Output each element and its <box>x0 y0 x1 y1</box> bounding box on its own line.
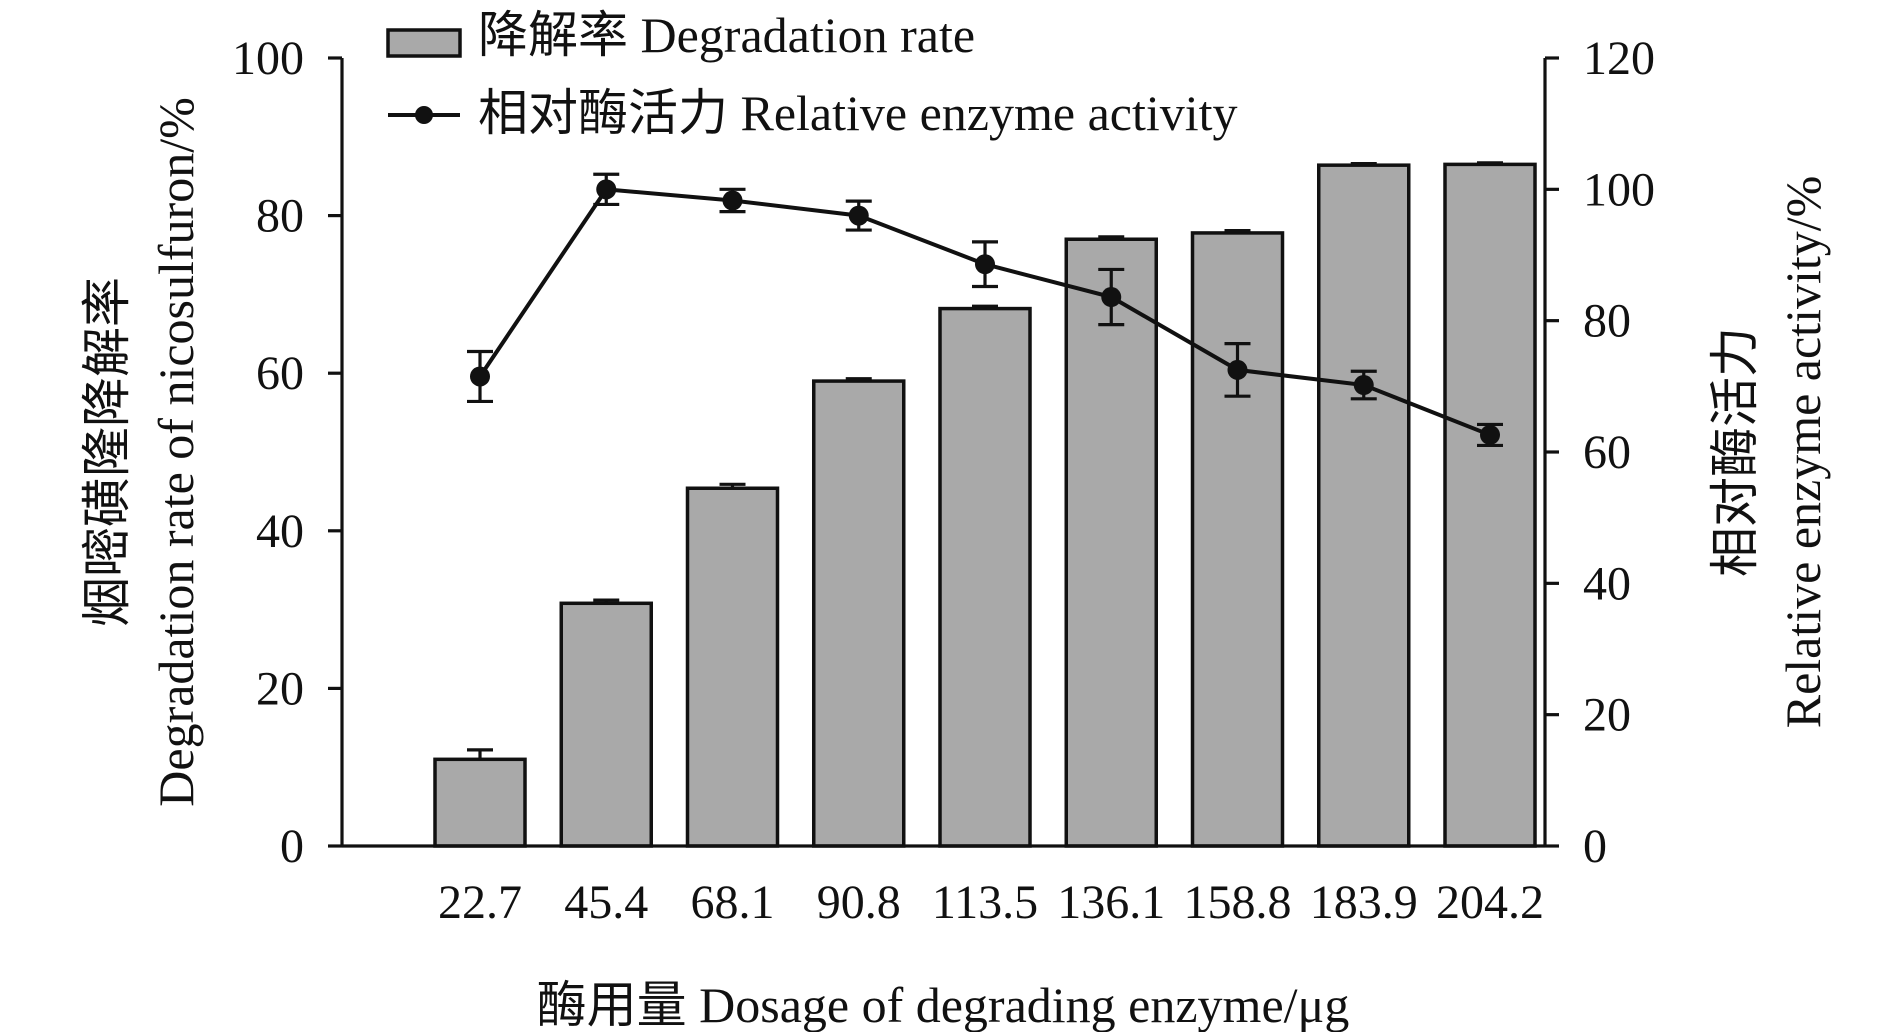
bar <box>559 601 653 848</box>
bar <box>1317 163 1411 848</box>
right-axis-tick-label: 0 <box>1583 820 1607 873</box>
bar <box>938 306 1032 848</box>
right-axis-tick-label: 20 <box>1583 689 1631 742</box>
data-point <box>596 179 617 200</box>
bar <box>685 486 780 848</box>
right-axis-tick-label: 120 <box>1583 32 1655 85</box>
left-axis: 0 20 40 60 80 100 <box>232 32 344 873</box>
bar <box>1064 237 1158 848</box>
data-point <box>848 205 869 226</box>
right-axis-tick-label: 100 <box>1583 163 1655 216</box>
data-point <box>470 366 490 387</box>
bar <box>1443 162 1537 848</box>
left-axis-title-cn: 烟嘧磺隆降解率 <box>79 277 135 627</box>
left-axis-tick-label: 0 <box>280 820 304 873</box>
bar <box>433 757 527 848</box>
bar <box>812 379 906 848</box>
right-axis-title-en: Relative enzyme activity/% <box>1775 176 1831 729</box>
legend-bar-label: 降解率 Degradation rate <box>478 7 975 63</box>
data-point <box>1480 424 1500 445</box>
data-point <box>1227 359 1248 380</box>
right-axis-tick-label: 80 <box>1583 295 1631 348</box>
bar <box>1190 231 1285 848</box>
x-axis-tick-label: 90.8 <box>817 876 901 929</box>
x-tick-labels: 22.7 45.4 68.1 90.8 113.5 136.1 158.8 183.9 204.… <box>438 876 1544 929</box>
left-axis-tick-label: 80 <box>256 190 304 243</box>
x-axis-tick-label: 204.2 <box>1436 876 1544 929</box>
x-axis-tick-label: 68.1 <box>691 876 775 929</box>
legend-bar-swatch <box>386 28 462 58</box>
data-point <box>975 254 995 275</box>
left-axis-tick-label: 40 <box>256 505 304 558</box>
x-axis-title: 酶用量 Dosage of degrading enzyme/μg <box>537 977 1350 1032</box>
legend: 降解率 Degradation rate 相对酶活力 Relative enzy… <box>386 7 1238 141</box>
x-axis-tick-label: 22.7 <box>438 876 522 929</box>
data-point <box>722 190 743 211</box>
x-axis-tick-label: 136.1 <box>1057 876 1165 929</box>
data-point <box>1353 375 1374 396</box>
right-axis: 0 20 40 60 80 100 120 <box>1543 32 1655 873</box>
left-axis-tick-label: 20 <box>256 662 304 715</box>
data-point <box>1101 287 1122 308</box>
x-axis-tick-label: 158.8 <box>1184 876 1292 929</box>
right-axis-tick-label: 60 <box>1583 426 1631 479</box>
legend-line-marker <box>415 106 433 124</box>
x-axis-tick-label: 183.9 <box>1310 876 1418 929</box>
legend-line-label: 相对酶活力 Relative enzyme activity <box>478 85 1238 141</box>
left-axis-title-en: Degradation rate of nicosulfuron/% <box>148 97 204 806</box>
bars-layer <box>433 161 1537 848</box>
left-axis-tick-label: 100 <box>232 32 304 85</box>
left-axis-tick-label: 60 <box>256 347 304 400</box>
right-axis-title-cn: 相对酶活力 <box>1707 327 1763 577</box>
line-layer <box>467 172 1503 448</box>
right-axis-tick-label: 40 <box>1583 557 1631 610</box>
x-axis-tick-label: 113.5 <box>932 876 1038 929</box>
x-axis-tick-label: 45.4 <box>564 876 648 929</box>
